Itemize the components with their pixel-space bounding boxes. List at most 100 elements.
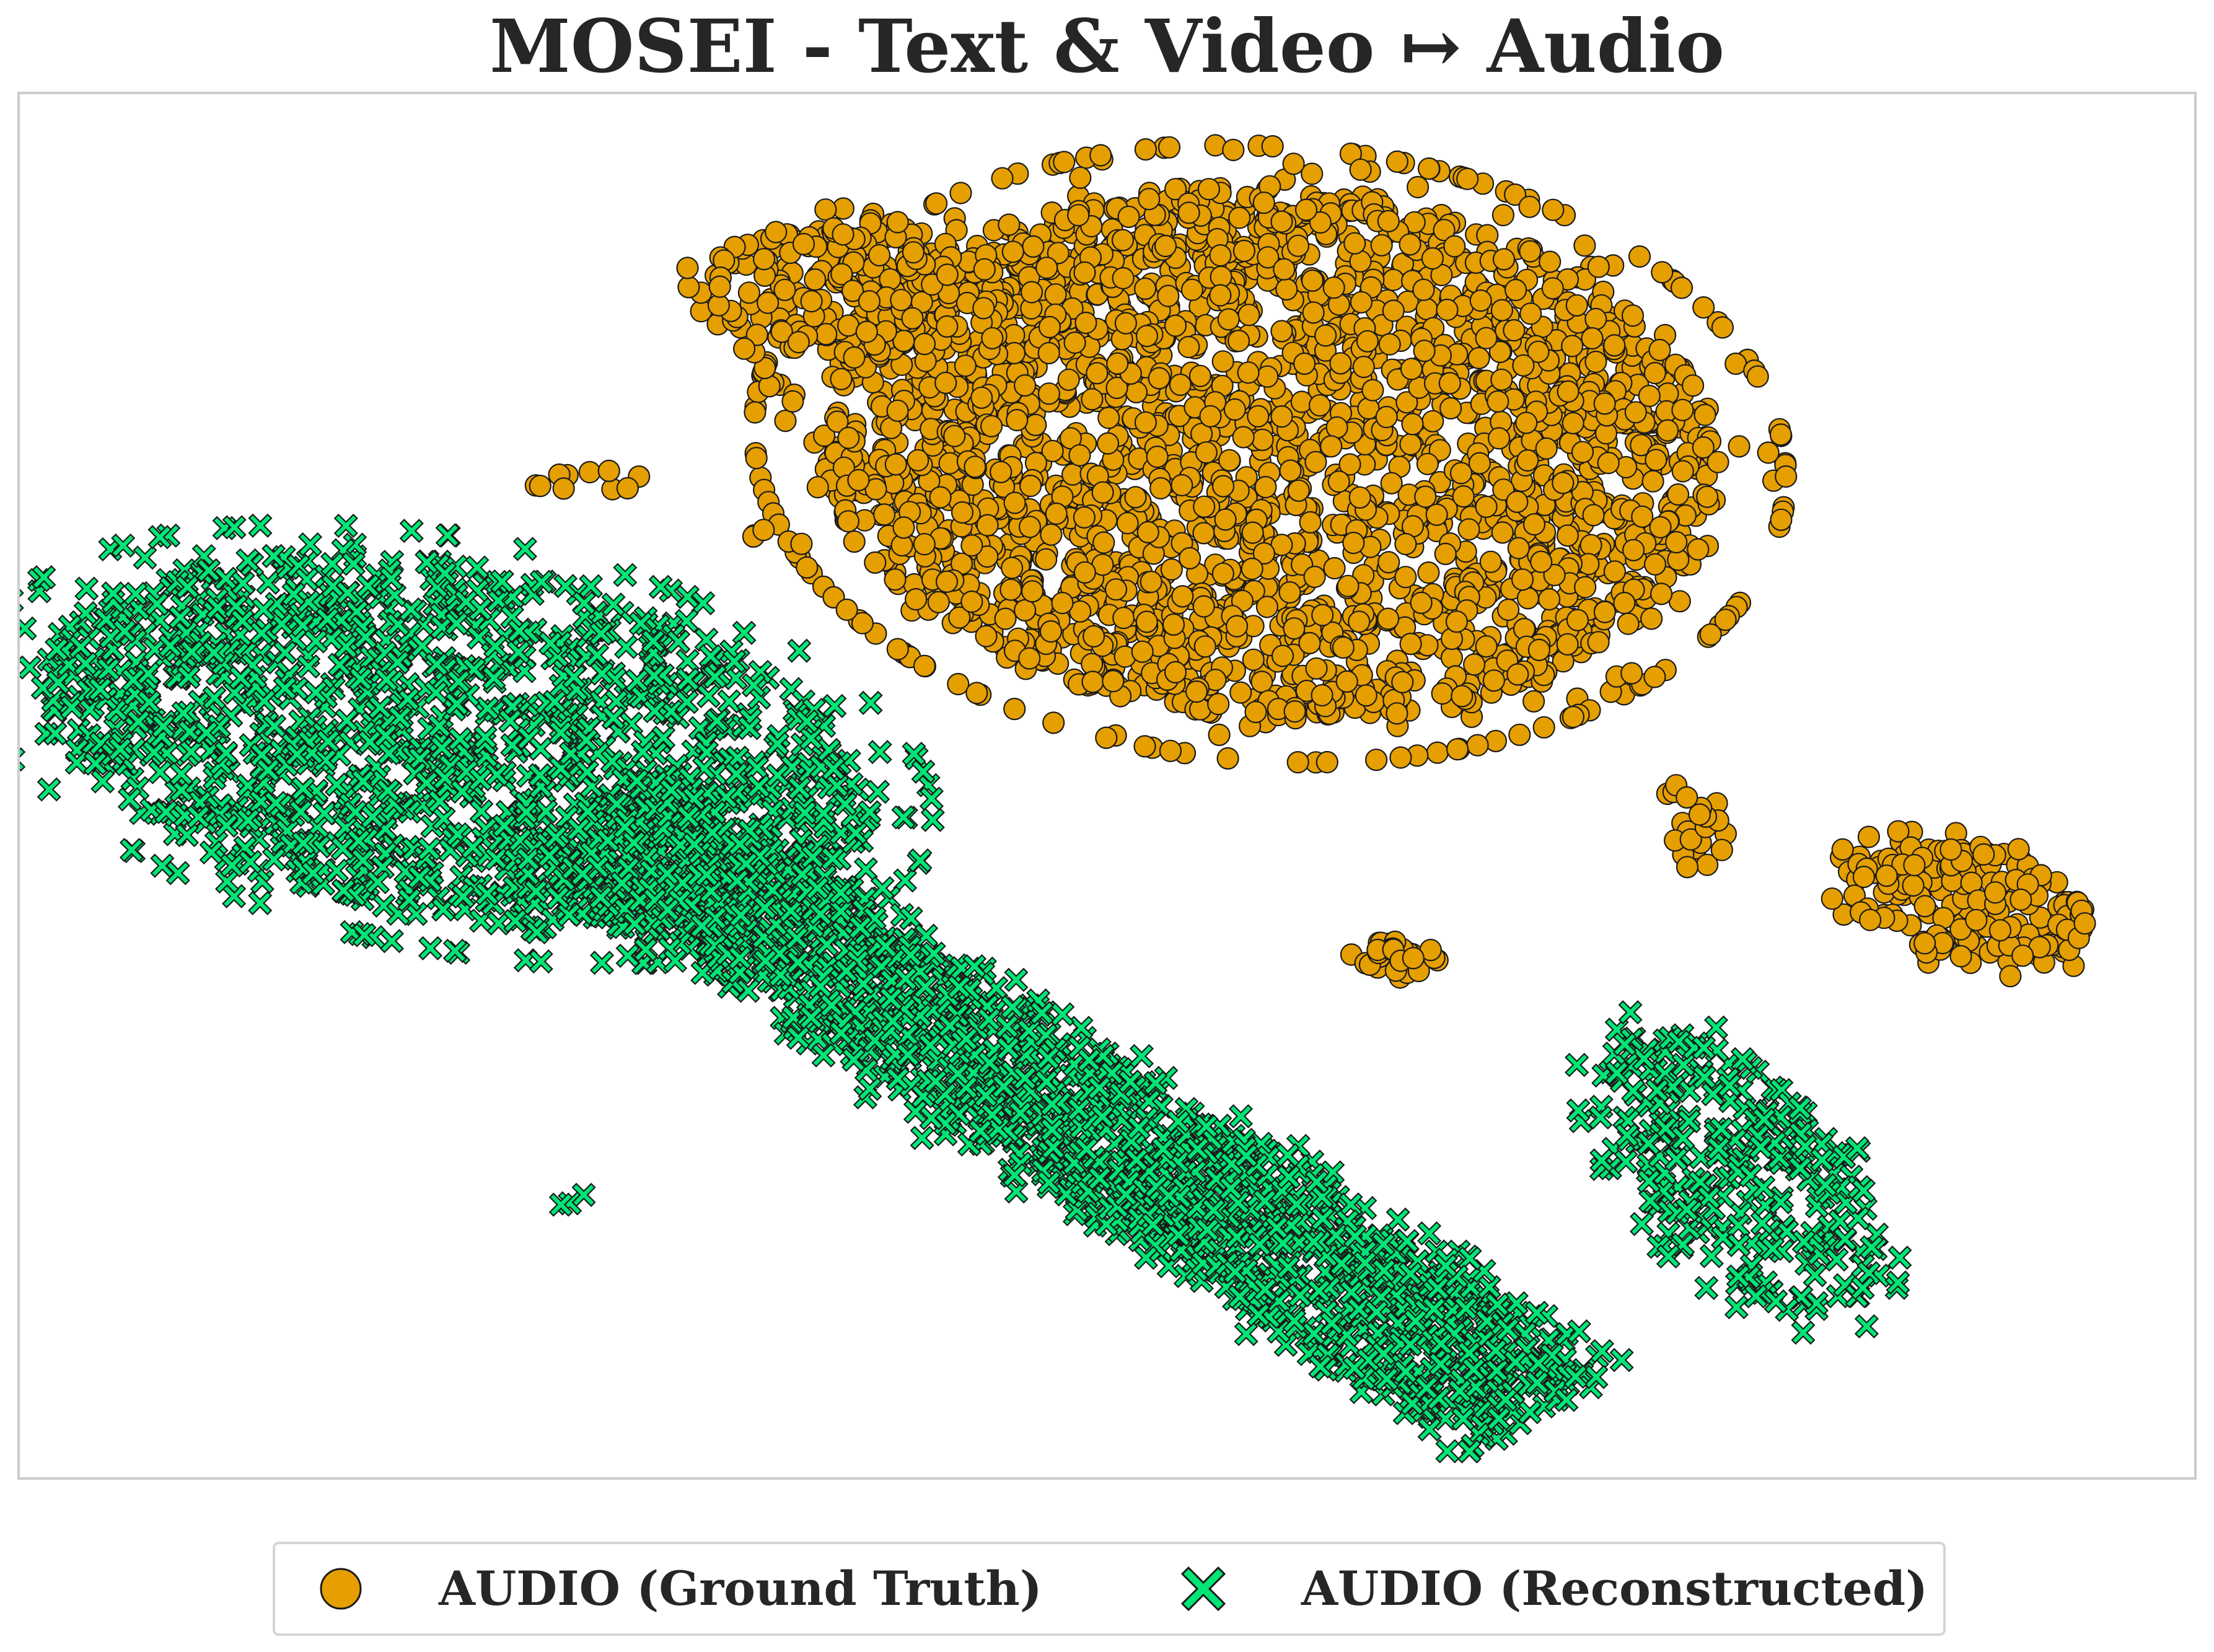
data-point-ground-truth [1013,599,1037,622]
data-point-ground-truth [1522,690,1545,713]
data-point-ground-truth [1445,610,1468,633]
data-point-ground-truth [1399,433,1422,456]
data-point-ground-truth [1112,607,1135,630]
data-point-ground-truth [1134,138,1158,161]
data-point-ground-truth [843,346,866,369]
data-point-reconstructed [248,514,273,538]
data-point-ground-truth [1301,162,1324,185]
data-point-ground-truth [676,257,699,279]
plot-area [17,92,2197,1480]
data-point-ground-truth [708,275,731,298]
data-point-ground-truth [1913,895,1936,918]
data-point-ground-truth [1562,411,1584,435]
data-point-ground-truth [884,568,907,591]
data-point-ground-truth [1507,537,1530,560]
data-point-ground-truth [1053,151,1076,174]
data-point-ground-truth [843,530,866,553]
data-point-ground-truth [1656,419,1679,442]
data-point-ground-truth [1417,157,1441,180]
data-point-ground-truth [1515,411,1538,434]
data-point-ground-truth [1232,426,1255,449]
data-point-ground-truth [1665,530,1688,554]
data-point-ground-truth [1195,441,1218,464]
data-point-ground-truth [1710,838,1733,861]
data-point-ground-truth [1542,198,1565,221]
data-point-ground-truth [1707,450,1729,473]
data-point-ground-truth [1275,278,1298,301]
data-point-ground-truth [814,198,837,221]
data-point-ground-truth [1512,354,1535,377]
data-point-ground-truth [1081,388,1104,411]
data-point-ground-truth [864,551,887,574]
data-point-ground-truth [1538,587,1561,611]
data-point-ground-truth [1552,472,1575,494]
data-point-ground-truth [1696,485,1719,508]
data-point-ground-truth [752,519,775,542]
data-point-ground-truth [1111,229,1135,252]
data-point-ground-truth [1516,587,1539,610]
data-point-ground-truth [1251,428,1274,451]
data-point-ground-truth [1643,666,1666,688]
data-point-ground-truth [1214,508,1237,531]
data-point-ground-truth [998,213,1021,236]
data-point-ground-truth [1117,205,1140,228]
data-point-ground-truth [552,477,575,500]
data-point-ground-truth [1579,534,1602,556]
data-point-ground-truth [1648,338,1671,361]
data-point-ground-truth [1092,531,1115,554]
data-point-ground-truth [1530,550,1553,573]
data-point-ground-truth [1613,591,1636,615]
data-point-ground-truth [1335,670,1358,693]
data-point-ground-truth [1160,558,1183,581]
data-point-ground-truth [947,672,970,696]
data-point-ground-truth [1386,702,1408,725]
data-point-ground-truth [884,453,907,476]
data-point-reconstructed [613,563,637,587]
data-point-reconstructed [529,949,553,973]
data-point-ground-truth [1452,485,1475,508]
data-point-ground-truth [1620,662,1643,685]
series-reconstructed [20,514,1912,1464]
data-point-ground-truth [1327,470,1350,493]
data-point-ground-truth [1468,452,1491,475]
data-point-ground-truth [1134,411,1158,434]
data-point-ground-truth [954,354,977,377]
data-point-ground-truth [1491,521,1514,544]
data-point-ground-truth [1211,475,1235,498]
data-point-ground-truth [1185,680,1208,703]
data-point-ground-truth [1490,368,1513,391]
data-point-ground-truth [1018,516,1042,538]
data-point-ground-truth [1382,299,1405,322]
data-point-ground-truth [904,587,928,611]
data-point-reconstructed [37,777,61,802]
data-point-ground-truth [913,333,936,356]
data-point-ground-truth [1037,382,1061,405]
data-point-ground-truth [1073,506,1096,529]
data-point-ground-truth [1692,296,1715,319]
data-point-ground-truth [1018,647,1041,670]
data-point-ground-truth [1557,380,1579,403]
data-point-ground-truth [1207,692,1230,716]
data-point-ground-truth [1106,352,1129,375]
data-point-ground-truth [1467,346,1490,369]
data-point-ground-truth [1287,479,1310,502]
data-point-ground-truth [1377,607,1400,630]
data-point-ground-truth [1983,881,2007,904]
data-point-ground-truth [1426,741,1449,764]
data-point-ground-truth [1356,330,1379,353]
data-point-ground-truth [1394,566,1417,589]
data-point-ground-truth [1197,178,1221,201]
data-point-ground-truth [990,460,1013,483]
data-point-ground-truth [1006,408,1029,432]
data-point-ground-truth [1003,491,1026,514]
data-point-ground-truth [1069,166,1092,189]
data-point-ground-truth [1431,682,1454,705]
data-point-reconstructed [120,838,144,862]
data-point-ground-truth [1410,591,1433,615]
data-point-ground-truth [1332,636,1355,659]
data-point-ground-truth [1171,585,1194,608]
data-point-ground-truth [1038,315,1061,338]
data-point-reconstructed [732,621,757,645]
data-point-ground-truth [1241,521,1264,544]
data-point-ground-truth [1242,648,1265,671]
